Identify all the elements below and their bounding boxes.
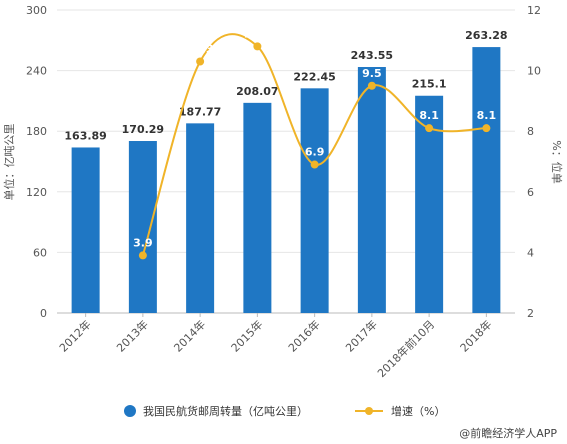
line-value-label: 6.9 — [305, 146, 325, 159]
y-left-tick-label: 60 — [33, 246, 47, 259]
y-right-tick-label: 6 — [527, 186, 534, 199]
line-value-label: 10.3 — [187, 43, 214, 56]
y-right-tick-label: 10 — [527, 65, 541, 78]
y-axis-left-title: 单位：亿吨公里 — [2, 124, 16, 201]
line-value-label: 8.1 — [419, 109, 439, 122]
bar — [186, 123, 215, 314]
bar-value-label: 263.28 — [465, 29, 507, 42]
line-point — [196, 57, 205, 66]
line-value-label: 8.1 — [477, 109, 497, 122]
x-tick-label: 2018年 — [457, 317, 494, 354]
bar — [128, 141, 157, 313]
gridlines — [57, 9, 515, 314]
growth-line — [141, 33, 487, 256]
y-right-tick-label: 2 — [527, 307, 534, 320]
bar-value-label: 222.45 — [293, 70, 335, 83]
line-point — [482, 124, 491, 133]
bar-value-label: 170.29 — [122, 123, 164, 136]
bar-value-label: 215.1 — [412, 78, 447, 91]
x-tick-label: 2012年 — [56, 317, 93, 354]
bar-value-label: 208.07 — [236, 85, 278, 98]
legend: 我国民航货邮周转量（亿吨公里） 增速（%） — [124, 404, 445, 418]
watermark: @前瞻经济学人APP — [459, 426, 557, 440]
x-tick-label: 2015年 — [228, 317, 265, 354]
bar — [357, 67, 386, 314]
legend-line-dot — [365, 407, 373, 415]
x-tick-label: 2016年 — [285, 317, 322, 354]
y-right-tick-label: 4 — [527, 246, 534, 259]
y-left-tick-label: 300 — [26, 4, 47, 17]
x-tick-label: 2017年 — [343, 317, 380, 354]
line-value-label: 9.5 — [362, 67, 382, 80]
y-left-tick-label: 120 — [26, 186, 47, 199]
bar — [243, 102, 272, 313]
line-point — [425, 124, 434, 133]
y-axis-right-title: %：位单 — [550, 140, 564, 183]
x-tick-label: 2014年 — [171, 317, 208, 354]
y-left-tick-label: 180 — [26, 125, 47, 138]
bar — [472, 47, 501, 314]
line-point — [367, 81, 376, 90]
y-right-tick-label: 12 — [527, 4, 541, 17]
line-point — [253, 42, 262, 51]
bar-value-label: 187.77 — [179, 105, 221, 118]
y-left-tick-label: 240 — [26, 65, 47, 78]
y-right-tick-label: 8 — [527, 125, 534, 138]
x-tick-label: 2018年前10月 — [374, 317, 437, 380]
bar — [300, 88, 329, 313]
legend-line-label: 增速（%） — [391, 404, 445, 418]
x-tick-label: 2013年 — [114, 317, 151, 354]
line-point — [310, 160, 319, 169]
bar-value-label: 163.89 — [64, 129, 106, 142]
line-series: 3.9 10.3 10.8 6.9 9.5 8.1 8.1 — [133, 27, 497, 260]
bar — [71, 147, 100, 313]
bar-value-label: 243.55 — [351, 49, 393, 62]
bar-series: 163.89 170.29 187.77 208.07 222.45 243.55 215.… — [64, 29, 508, 314]
line-value-label: 3.9 — [133, 236, 153, 249]
y-left-tick-label: 0 — [40, 307, 47, 320]
line-value-label: 10.8 — [244, 27, 271, 40]
line-point — [138, 251, 147, 260]
legend-bar-label: 我国民航货邮周转量（亿吨公里） — [143, 404, 308, 418]
legend-bar-marker — [124, 405, 136, 417]
